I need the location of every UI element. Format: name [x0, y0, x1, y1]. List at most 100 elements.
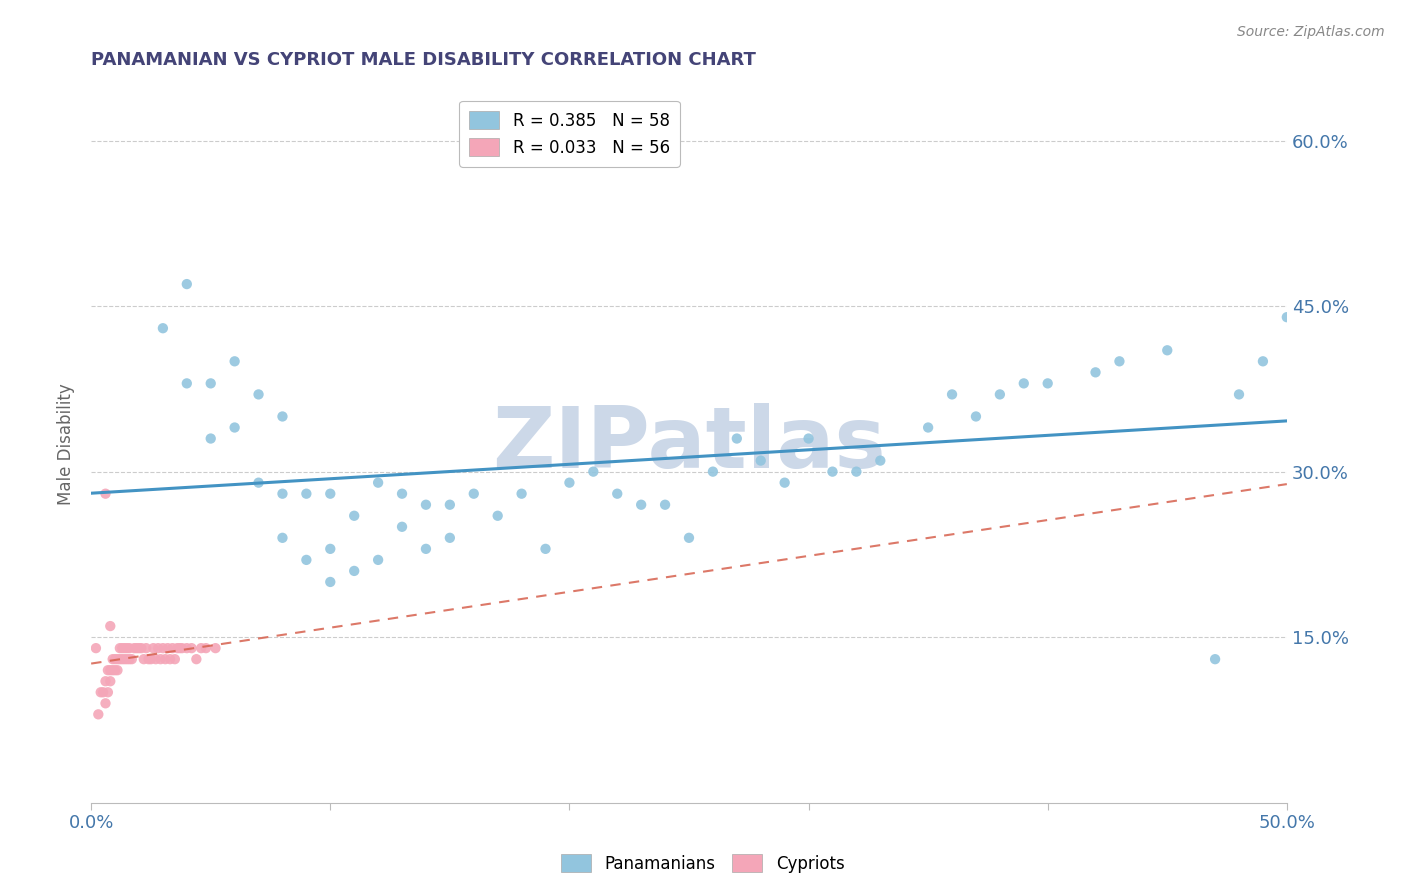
Point: [204, 641, 226, 656]
Point: [439, 498, 461, 512]
Point: [114, 652, 136, 666]
Point: [176, 376, 198, 391]
Point: [97, 685, 120, 699]
Legend: R = 0.385   N = 58, R = 0.033   N = 56: R = 0.385 N = 58, R = 0.033 N = 56: [460, 101, 679, 167]
Point: [295, 486, 318, 500]
Point: [176, 641, 198, 656]
Point: [170, 641, 193, 656]
Point: [725, 432, 748, 446]
Point: [122, 641, 145, 656]
Point: [606, 486, 628, 500]
Point: [87, 707, 110, 722]
Point: [98, 619, 121, 633]
Point: [115, 652, 138, 666]
Point: [343, 564, 366, 578]
Point: [115, 641, 138, 656]
Point: [107, 652, 129, 666]
Point: [200, 376, 222, 391]
Point: [180, 641, 202, 656]
Point: [98, 663, 121, 677]
Point: [941, 387, 963, 401]
Point: [1227, 387, 1250, 401]
Point: [149, 652, 172, 666]
Point: [94, 674, 117, 689]
Y-axis label: Male Disability: Male Disability: [58, 384, 75, 505]
Point: [702, 465, 724, 479]
Text: ZIPatlas: ZIPatlas: [492, 402, 886, 485]
Point: [97, 663, 120, 677]
Point: [415, 541, 437, 556]
Point: [118, 652, 141, 666]
Point: [194, 641, 217, 656]
Point: [91, 685, 114, 699]
Point: [1204, 652, 1226, 666]
Point: [988, 387, 1011, 401]
Point: [439, 531, 461, 545]
Point: [845, 465, 868, 479]
Point: [247, 475, 270, 490]
Point: [152, 321, 174, 335]
Point: [534, 541, 557, 556]
Point: [224, 420, 246, 434]
Point: [558, 475, 581, 490]
Point: [391, 486, 413, 500]
Point: [114, 641, 136, 656]
Point: [654, 498, 676, 512]
Point: [84, 641, 107, 656]
Point: [415, 498, 437, 512]
Point: [486, 508, 509, 523]
Point: [108, 641, 131, 656]
Point: [1156, 343, 1178, 358]
Point: [128, 641, 150, 656]
Point: [510, 486, 533, 500]
Point: [169, 641, 191, 656]
Point: [773, 475, 796, 490]
Point: [1251, 354, 1274, 368]
Point: [367, 475, 389, 490]
Point: [111, 652, 134, 666]
Point: [111, 641, 134, 656]
Point: [156, 641, 179, 656]
Point: [159, 652, 181, 666]
Legend: Panamanians, Cypriots: Panamanians, Cypriots: [555, 847, 851, 880]
Point: [582, 465, 605, 479]
Point: [1036, 376, 1059, 391]
Point: [271, 486, 294, 500]
Point: [98, 674, 121, 689]
Point: [630, 498, 652, 512]
Point: [94, 486, 117, 500]
Point: [90, 685, 112, 699]
Point: [155, 652, 177, 666]
Point: [139, 652, 162, 666]
Point: [1275, 310, 1298, 325]
Point: [295, 553, 318, 567]
Point: [869, 453, 891, 467]
Point: [94, 696, 117, 710]
Point: [186, 652, 208, 666]
Point: [391, 520, 413, 534]
Point: [121, 652, 143, 666]
Point: [108, 652, 131, 666]
Point: [101, 652, 124, 666]
Point: [1084, 365, 1107, 379]
Point: [678, 531, 700, 545]
Point: [271, 531, 294, 545]
Point: [132, 652, 155, 666]
Point: [176, 277, 198, 291]
Point: [131, 641, 153, 656]
Point: [118, 641, 141, 656]
Point: [146, 641, 169, 656]
Point: [247, 387, 270, 401]
Point: [271, 409, 294, 424]
Point: [190, 641, 212, 656]
Point: [107, 663, 129, 677]
Point: [965, 409, 987, 424]
Point: [162, 641, 184, 656]
Point: [101, 663, 124, 677]
Point: [224, 354, 246, 368]
Point: [104, 652, 127, 666]
Point: [367, 553, 389, 567]
Point: [104, 663, 127, 677]
Point: [797, 432, 820, 446]
Point: [821, 465, 844, 479]
